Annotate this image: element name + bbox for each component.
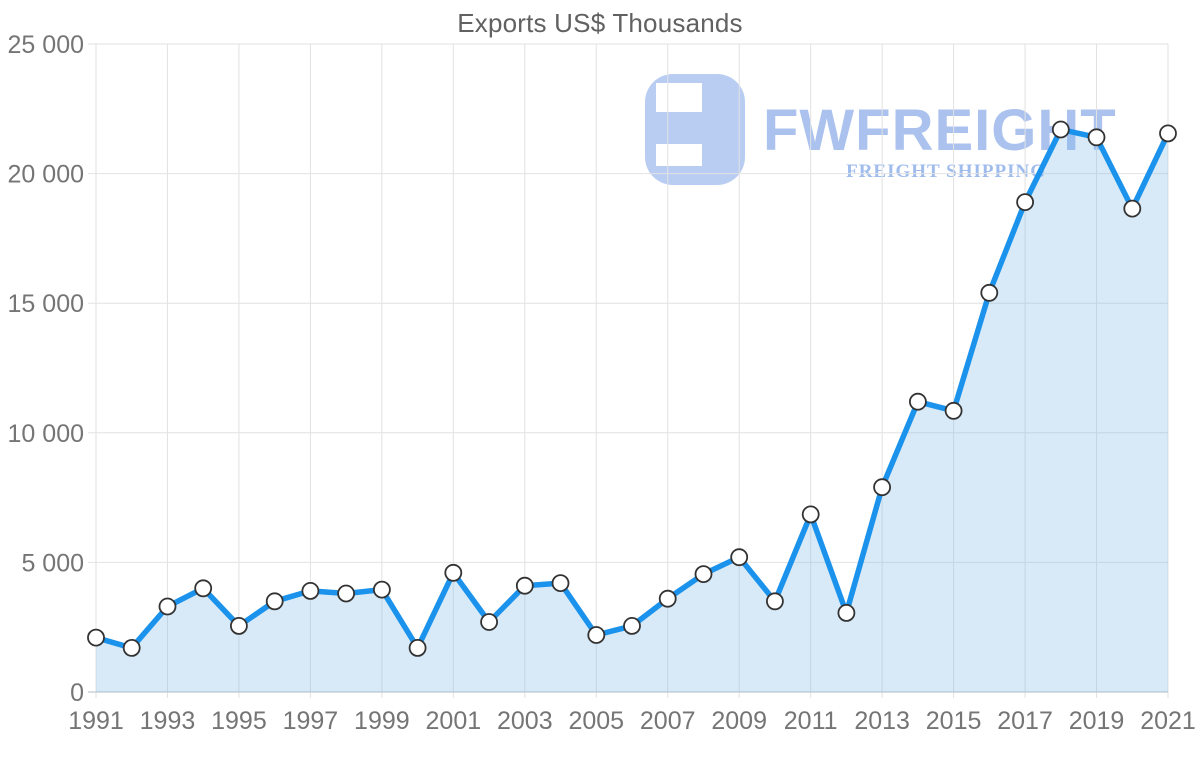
x-tick-label: 2011: [784, 707, 838, 735]
data-point-2000[interactable]: [408, 639, 427, 657]
y-tick-label: 15 000: [8, 290, 84, 318]
data-point-2017[interactable]: [1016, 193, 1034, 212]
data-point-1991[interactable]: [87, 628, 105, 647]
y-tick-label: 25 000: [8, 31, 84, 59]
data-point-2021[interactable]: [1159, 124, 1177, 143]
data-point-2016[interactable]: [980, 283, 999, 302]
data-point-2009[interactable]: [730, 548, 749, 567]
x-tick-label: 2015: [926, 707, 982, 735]
watermark: FWFREIGHT FREIGHT SHIPPING: [645, 74, 1116, 185]
x-tick-label: 2003: [497, 707, 553, 735]
watermark-logo-notch-top: [656, 83, 702, 112]
data-point-2010[interactable]: [766, 592, 784, 611]
data-point-2018[interactable]: [1051, 120, 1070, 139]
y-tick-label: 0: [70, 679, 84, 707]
axis-labels: 0 5 000 10 000 15 000 20 000 25 000 1991 1993 19…: [8, 31, 1196, 735]
data-point-1992[interactable]: [122, 639, 141, 657]
x-tick-label: 2013: [854, 707, 910, 735]
x-tick-label: 2017: [997, 707, 1053, 735]
data-point-2005[interactable]: [587, 626, 606, 644]
data-point-2014[interactable]: [909, 392, 927, 411]
area-fill: [96, 129, 1168, 692]
data-point-2006[interactable]: [623, 617, 641, 635]
data-point-2008[interactable]: [694, 565, 713, 583]
y-tick-label: 5 000: [21, 549, 84, 577]
data-point-2007[interactable]: [658, 589, 677, 608]
data-point-2020[interactable]: [1123, 199, 1142, 218]
x-tick-label: 2001: [426, 707, 482, 735]
x-tick-label: 2019: [1069, 707, 1125, 735]
x-tick-label: 1997: [283, 707, 339, 735]
x-tick-label: 1995: [211, 707, 267, 735]
data-point-2003[interactable]: [515, 576, 534, 595]
y-tick-label: 20 000: [8, 161, 84, 189]
data-point-1996[interactable]: [265, 592, 284, 611]
data-point-1995[interactable]: [229, 617, 248, 635]
data-point-1993[interactable]: [158, 597, 177, 616]
data-point-2011[interactable]: [801, 505, 820, 524]
exports-series: [93, 126, 1171, 692]
watermark-logo-notch-bottom: [656, 144, 702, 166]
data-point-1998[interactable]: [337, 584, 356, 603]
data-point-2001[interactable]: [444, 563, 463, 582]
x-tick-label: 2007: [640, 707, 696, 735]
x-tick-label: 2009: [711, 707, 767, 735]
data-point-2019[interactable]: [1087, 128, 1106, 147]
data-point-2002[interactable]: [480, 613, 499, 631]
x-tick-label: 1991: [68, 707, 124, 735]
chart-title: Exports US$ Thousands: [457, 8, 743, 38]
data-point-2012[interactable]: [837, 604, 856, 622]
x-tick-label: 2005: [568, 707, 624, 735]
data-point-1999[interactable]: [372, 580, 391, 599]
data-point-1994[interactable]: [194, 579, 213, 598]
data-point-2013[interactable]: [873, 478, 891, 497]
data-point-2004[interactable]: [551, 574, 570, 592]
gridlines: [88, 43, 1169, 698]
watermark-subtitle-text: FREIGHT SHIPPING: [846, 161, 1046, 182]
x-tick-label: 2021: [1140, 707, 1196, 735]
y-tick-label: 10 000: [8, 420, 84, 448]
data-point-markers: [87, 120, 1177, 657]
data-point-1997[interactable]: [301, 582, 320, 600]
data-point-2015[interactable]: [944, 401, 963, 420]
x-tick-label: 1999: [354, 707, 410, 735]
x-tick-label: 1993: [140, 707, 196, 735]
